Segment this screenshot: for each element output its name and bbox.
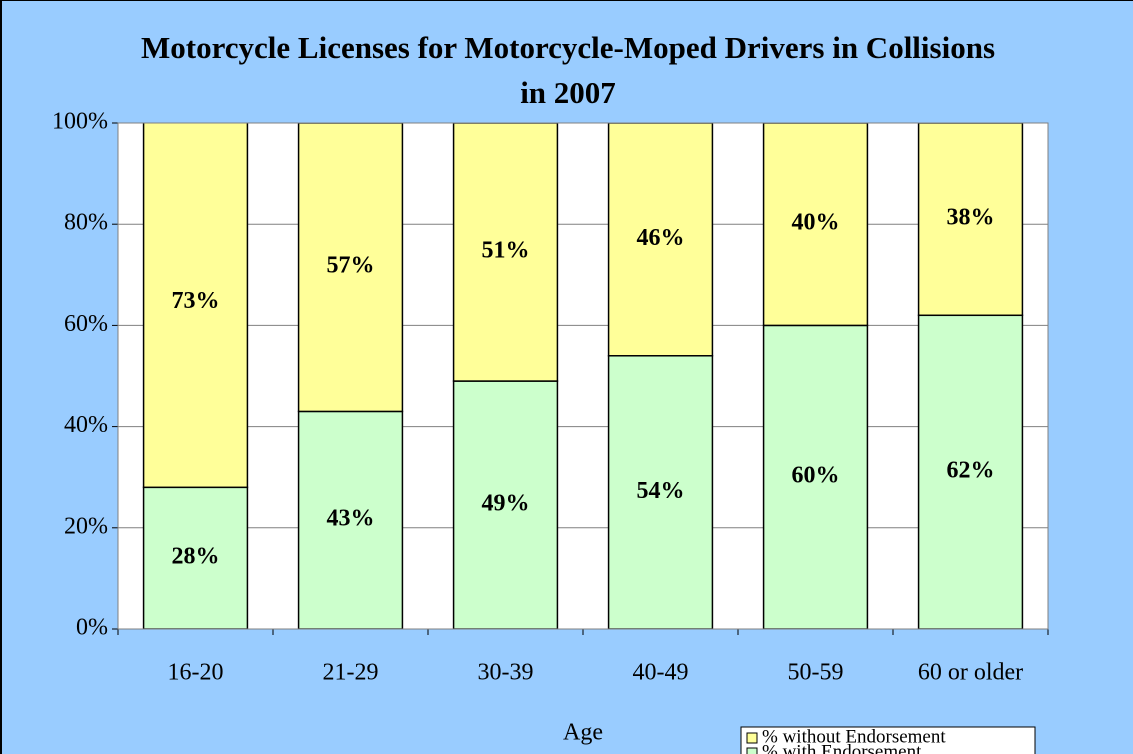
x-tick-label: 60 or older — [918, 660, 1023, 686]
bar-segment — [452, 123, 559, 382]
data-label: 49% — [482, 491, 530, 517]
bar-segment — [762, 123, 869, 327]
y-tick-label: 40% — [64, 412, 108, 438]
bar-segment — [917, 123, 1024, 317]
data-label: 46% — [637, 225, 685, 251]
x-tick-label: 40-49 — [633, 660, 689, 686]
chart-title: Motorcycle Licenses for Motorcycle-Moped… — [140, 30, 996, 110]
data-label: 57% — [327, 253, 375, 279]
data-label: 40% — [792, 210, 840, 236]
x-tick-label: 16-20 — [168, 660, 224, 686]
data-label: 51% — [482, 238, 530, 264]
legend-label: % without Endorsement — [762, 726, 946, 747]
x-tick-label: 50-59 — [788, 660, 844, 686]
bars — [142, 123, 1024, 629]
legend-swatch — [746, 732, 758, 744]
legend-label: % with Endorsement — [762, 741, 922, 754]
plot-area — [118, 123, 1048, 629]
bar-segment — [607, 123, 714, 357]
data-label: 54% — [637, 478, 685, 504]
bar-segment — [142, 123, 249, 489]
x-tick-label: 30-39 — [478, 660, 534, 686]
data-label: 62% — [947, 458, 995, 484]
bar-segment — [297, 410, 404, 629]
bar-segment — [297, 123, 404, 413]
data-label: 60% — [792, 463, 840, 489]
data-label: 28% — [172, 544, 220, 570]
y-tick-label: 0% — [76, 615, 108, 641]
data-label: 43% — [327, 506, 375, 532]
data-label: 73% — [172, 288, 220, 314]
bar-segment — [917, 314, 1024, 629]
y-tick-label: 80% — [64, 210, 108, 236]
y-tick-label: 60% — [64, 311, 108, 337]
y-tick-label: 20% — [64, 513, 108, 539]
x-tick-label: 21-29 — [323, 660, 379, 686]
x-axis-label: Age — [563, 720, 603, 746]
bar-segment — [762, 324, 869, 629]
legend-swatch — [746, 747, 758, 754]
data-label: 38% — [947, 205, 995, 231]
plot-border — [117, 122, 1049, 630]
y-tick-label: 100% — [52, 109, 108, 135]
legend-box — [740, 726, 1036, 754]
